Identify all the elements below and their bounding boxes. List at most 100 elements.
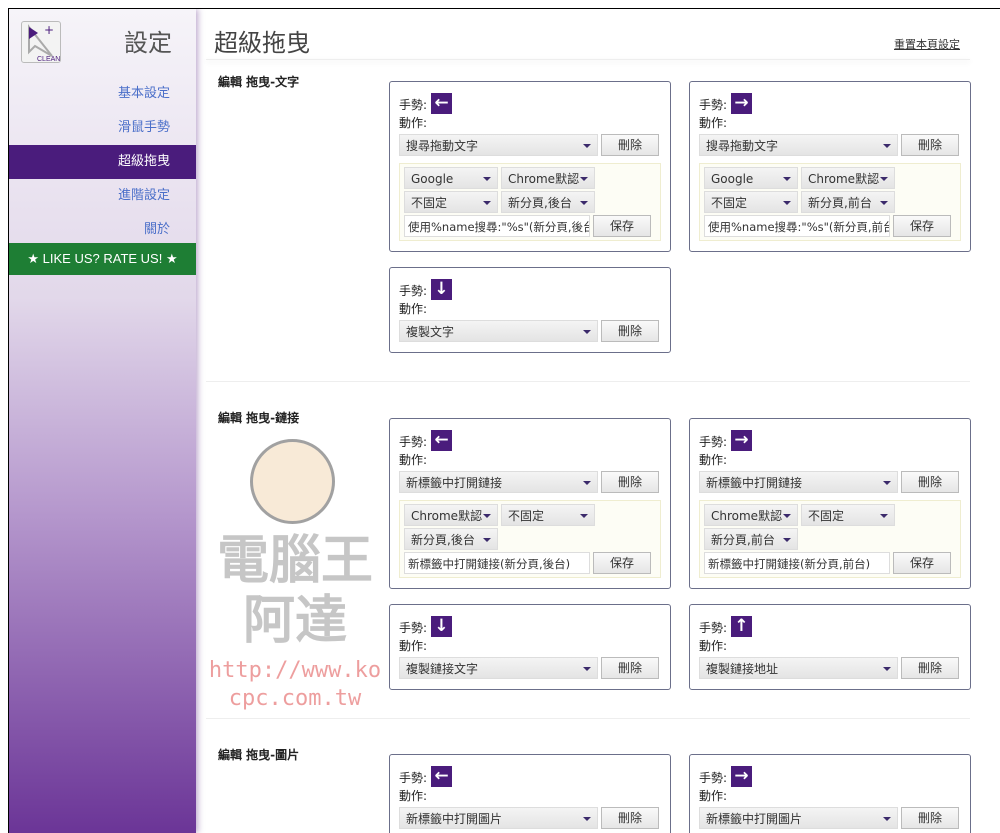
gesture-card: 手勢: → 動作: 搜尋拖動文字 刪除 Google Chrome默認 不固定 新分頁,前台 使用…: [689, 81, 971, 252]
section-divider: [206, 381, 970, 382]
action-row: 搜尋拖動文字 刪除: [699, 134, 961, 156]
gesture-row: 手勢: ←: [399, 765, 661, 787]
delete-button[interactable]: 刪除: [901, 471, 959, 493]
gesture-card: 手勢: ← 動作: 搜尋拖動文字 刪除 Google Chrome默認 不固定 新分頁,後台 使用…: [389, 81, 671, 252]
action-label: 動作:: [399, 116, 428, 130]
arrow-right-icon: →: [731, 93, 753, 114]
arrow-right-icon: →: [731, 766, 753, 787]
action-row: 新標籤中打開圖片 刪除: [399, 807, 661, 829]
action-select[interactable]: 搜尋拖動文字: [699, 134, 898, 156]
action-select[interactable]: 複製鏈接地址: [699, 657, 898, 679]
delete-button[interactable]: 刪除: [601, 807, 659, 829]
action-select[interactable]: 搜尋拖動文字: [399, 134, 598, 156]
option-select[interactable]: 不固定: [501, 504, 595, 526]
gesture-card: 手勢: → 動作: 新標籤中打開鏈接 刪除 Chrome默認 不固定 新分頁,前台 新標籤中打開…: [689, 418, 971, 589]
gesture-label: 手勢:: [699, 98, 728, 112]
save-button[interactable]: 保存: [893, 552, 951, 574]
action-row: 複製鏈接文字 刪除: [399, 657, 661, 679]
name-input[interactable]: 新標籤中打開鏈接(新分頁,前台): [704, 552, 890, 574]
options-row: 新分頁,後台: [404, 528, 656, 550]
arrow-right-icon: →: [731, 430, 753, 451]
option-select[interactable]: 新分頁,後台: [404, 528, 498, 550]
delete-button[interactable]: 刪除: [601, 657, 659, 679]
delete-button[interactable]: 刪除: [901, 657, 959, 679]
arrow-down-icon: ↓: [431, 616, 453, 637]
app-logo: + CLEAN: [21, 21, 61, 63]
name-input[interactable]: 使用%name搜尋:"%s"(新分頁,後台): [404, 215, 590, 237]
gesture-row: 手勢: ↓: [399, 615, 661, 637]
save-button[interactable]: 保存: [593, 215, 651, 237]
action-row: 新標籤中打開鏈接 刪除: [399, 471, 661, 493]
options-row: Google Chrome默認: [404, 167, 656, 189]
section-title: 編輯 拖曳-文字: [218, 75, 300, 89]
gesture-label: 手勢:: [399, 435, 428, 449]
gesture-label: 手勢:: [399, 771, 428, 785]
svg-text:+: +: [44, 23, 54, 37]
option-select[interactable]: Chrome默認: [801, 167, 895, 189]
option-select[interactable]: Chrome默認: [704, 504, 798, 526]
action-options: Google Chrome默認 不固定 新分頁,前台 使用%name搜尋:"%s"(新分…: [699, 163, 961, 241]
delete-button[interactable]: 刪除: [901, 134, 959, 156]
header-divider: [206, 59, 970, 60]
arrow-left-icon: ←: [431, 766, 453, 787]
option-select[interactable]: Google: [404, 167, 498, 189]
name-row: 使用%name搜尋:"%s"(新分頁,前台) 保存: [704, 215, 956, 237]
reset-page-link[interactable]: 重置本頁設定: [894, 38, 960, 51]
action-row: 搜尋拖動文字 刪除: [399, 134, 661, 156]
option-select[interactable]: 不固定: [404, 191, 498, 213]
action-label: 動作:: [399, 789, 428, 803]
rate-us-button[interactable]: ★ LIKE US? RATE US! ★: [9, 243, 196, 275]
option-select[interactable]: 新分頁,前台: [801, 191, 895, 213]
action-row: 複製鏈接地址 刪除: [699, 657, 961, 679]
option-select[interactable]: 新分頁,後台: [501, 191, 595, 213]
option-select[interactable]: 新分頁,前台: [704, 528, 798, 550]
gesture-row: 手勢: ↓: [399, 278, 661, 300]
gesture-card: 手勢: → 動作: 新標籤中打開圖片 刪除: [689, 754, 971, 833]
name-row: 新標籤中打開鏈接(新分頁,後台) 保存: [404, 552, 656, 574]
action-label: 動作:: [399, 453, 428, 467]
name-input[interactable]: 使用%name搜尋:"%s"(新分頁,前台): [704, 215, 890, 237]
action-select[interactable]: 新標籤中打開鏈接: [699, 471, 898, 493]
action-select[interactable]: 新標籤中打開圖片: [399, 807, 598, 829]
option-select[interactable]: Google: [704, 167, 798, 189]
gesture-label: 手勢:: [399, 98, 428, 112]
name-input[interactable]: 新標籤中打開鏈接(新分頁,後台): [404, 552, 590, 574]
options-row: Chrome默認 不固定: [704, 504, 956, 526]
sidebar-item-advanced[interactable]: 進階設定: [117, 188, 170, 203]
sidebar-item-about[interactable]: 關於: [143, 222, 170, 237]
gesture-card: 手勢: ← 動作: 新標籤中打開鏈接 刪除 Chrome默認 不固定 新分頁,後台 新標籤中打開…: [389, 418, 671, 589]
sidebar-title: 設定: [124, 29, 172, 57]
delete-button[interactable]: 刪除: [601, 471, 659, 493]
gesture-row: 手勢: ↑: [699, 615, 961, 637]
name-row: 使用%name搜尋:"%s"(新分頁,後台) 保存: [404, 215, 656, 237]
section-title: 編輯 拖曳-圖片: [218, 748, 300, 762]
arrow-left-icon: ←: [431, 430, 453, 451]
action-row: 複製文字 刪除: [399, 320, 661, 342]
action-select[interactable]: 複製文字: [399, 320, 598, 342]
action-select[interactable]: 新標籤中打開鏈接: [399, 471, 598, 493]
option-select[interactable]: 不固定: [801, 504, 895, 526]
arrow-down-icon: ↓: [431, 279, 453, 300]
gesture-row: 手勢: ←: [399, 92, 661, 114]
page: + CLEAN 設定 基本設定 滑鼠手勢 超級拖曳 進階設定 關於 ★ LIKE …: [8, 8, 1000, 833]
option-select[interactable]: Chrome默認: [404, 504, 498, 526]
option-select[interactable]: Chrome默認: [501, 167, 595, 189]
save-button[interactable]: 保存: [893, 215, 951, 237]
delete-button[interactable]: 刪除: [601, 134, 659, 156]
options-row: 新分頁,前台: [704, 528, 956, 550]
delete-button[interactable]: 刪除: [601, 320, 659, 342]
options-row: Google Chrome默認: [704, 167, 956, 189]
section-title: 編輯 拖曳-鏈接: [218, 411, 300, 425]
sidebar-item-mouse-gesture[interactable]: 滑鼠手勢: [117, 120, 170, 135]
sidebar-item-super-drag[interactable]: 超級拖曳: [9, 145, 196, 179]
action-select[interactable]: 複製鏈接文字: [399, 657, 598, 679]
name-row: 新標籤中打開鏈接(新分頁,前台) 保存: [704, 552, 956, 574]
gesture-card: 手勢: ↓ 動作: 複製文字 刪除: [389, 267, 671, 353]
option-select[interactable]: 不固定: [704, 191, 798, 213]
delete-button[interactable]: 刪除: [901, 807, 959, 829]
save-button[interactable]: 保存: [593, 552, 651, 574]
svg-text:CLEAN: CLEAN: [37, 56, 60, 63]
action-label: 動作:: [399, 639, 428, 653]
action-select[interactable]: 新標籤中打開圖片: [699, 807, 898, 829]
sidebar-item-basic[interactable]: 基本設定: [117, 86, 170, 101]
